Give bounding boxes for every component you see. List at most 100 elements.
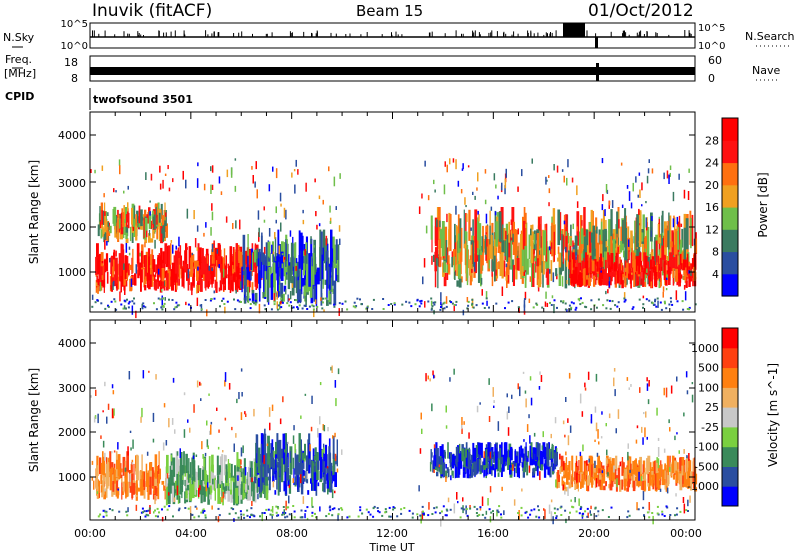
data-cell (260, 235, 263, 262)
data-cell (517, 512, 520, 514)
data-cell (270, 308, 273, 311)
data-cell (643, 281, 645, 287)
data-cell (255, 161, 257, 170)
data-cell (530, 442, 533, 458)
data-cell (392, 508, 395, 511)
data-cell (445, 470, 448, 479)
data-cell (170, 454, 173, 462)
data-cell (451, 470, 453, 476)
data-cell (505, 275, 509, 281)
data-cell (694, 303, 697, 306)
data-cell (666, 455, 669, 473)
data-cell (178, 304, 181, 307)
beam-title: Beam 15 (356, 2, 423, 20)
data-cell (270, 453, 273, 468)
data-cell (211, 243, 215, 264)
data-cell (648, 516, 651, 519)
data-cell (280, 282, 284, 303)
data-cell (492, 510, 494, 513)
data-cell (659, 233, 662, 260)
data-cell (140, 479, 143, 496)
data-cell (161, 295, 163, 306)
data-cell (143, 227, 147, 240)
data-cell (131, 473, 134, 498)
data-cell (462, 163, 464, 170)
data-cell (209, 494, 212, 500)
data-cell (293, 516, 296, 519)
data-cell (617, 246, 619, 253)
data-cell (523, 298, 526, 301)
data-cell (125, 224, 129, 237)
data-cell (666, 256, 669, 266)
data-cell (654, 298, 657, 301)
nsky-spike (428, 32, 430, 37)
data-cell (366, 305, 369, 308)
data-cell (574, 497, 576, 503)
data-cell (478, 513, 481, 516)
data-cell (113, 469, 116, 484)
data-cell (131, 257, 133, 275)
data-cell (204, 452, 207, 457)
data-cell (318, 195, 321, 200)
data-cell (596, 452, 599, 457)
data-cell (640, 476, 643, 482)
data-cell (126, 298, 128, 301)
data-cell (199, 381, 201, 386)
data-cell (300, 235, 304, 270)
data-cell (453, 256, 455, 280)
data-cell (277, 267, 279, 298)
data-cell (641, 182, 643, 191)
data-cell (102, 451, 104, 474)
data-cell (505, 230, 507, 240)
data-cell (373, 505, 376, 508)
data-cell (459, 516, 462, 519)
data-cell (244, 467, 247, 476)
data-cell (165, 471, 168, 487)
data-cell (210, 255, 212, 280)
data-cell (449, 377, 451, 382)
data-cell (333, 507, 336, 510)
data-cell (172, 377, 175, 383)
data-cell (597, 513, 600, 517)
data-cell (495, 221, 498, 247)
data-cell (518, 242, 520, 271)
data-cell (205, 485, 208, 492)
data-cell (628, 473, 631, 485)
data-cell (582, 444, 584, 452)
data-cell (185, 453, 188, 474)
data-cell (149, 200, 151, 203)
data-cell (104, 381, 106, 387)
data-cell (148, 230, 151, 236)
data-cell (294, 299, 296, 301)
data-cell (454, 464, 456, 479)
data-cell (500, 456, 504, 465)
data-cell (603, 274, 606, 285)
data-cell (575, 510, 578, 513)
data-cell (676, 255, 679, 269)
data-cell (260, 465, 262, 493)
data-cell (506, 393, 508, 398)
data-cell (136, 243, 140, 264)
data-cell (434, 217, 438, 246)
data-cell (486, 465, 489, 473)
data-cell (422, 510, 424, 513)
data-cell (127, 185, 129, 190)
data-cell (312, 253, 315, 285)
data-cell (436, 448, 439, 468)
data-cell (683, 267, 687, 276)
data-cell (678, 272, 682, 283)
data-cell (145, 172, 147, 180)
data-cell (428, 502, 430, 510)
data-cell (158, 511, 160, 514)
data-cell (496, 458, 500, 472)
data-cell (681, 465, 684, 476)
data-cell (319, 382, 322, 386)
data-cell (571, 505, 574, 508)
data-cell (421, 193, 423, 199)
data-cell (490, 450, 493, 460)
data-cell (501, 239, 505, 253)
data-cell (479, 507, 482, 511)
nsky-spike (218, 32, 220, 37)
power-colorbar-label: Power [dB] (756, 172, 770, 237)
data-cell (171, 299, 174, 301)
